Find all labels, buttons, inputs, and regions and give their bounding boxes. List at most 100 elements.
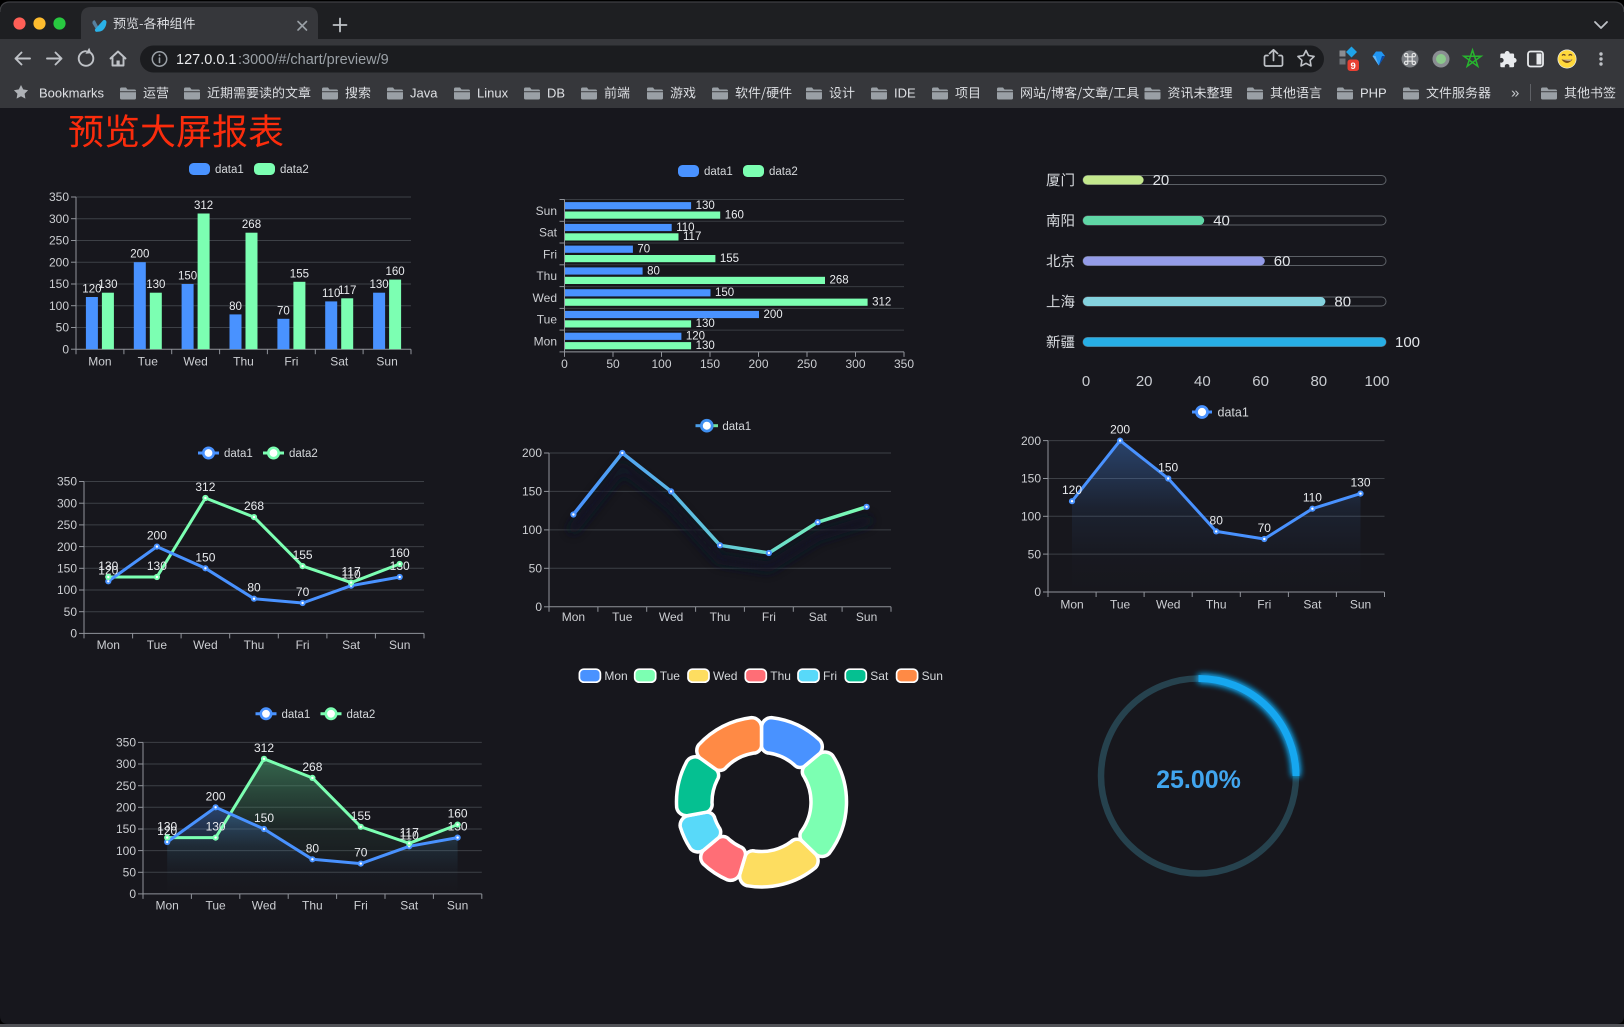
svg-text:Fri: Fri bbox=[296, 638, 310, 652]
svg-text:Bookmarks: Bookmarks bbox=[39, 85, 105, 100]
svg-text:Tue: Tue bbox=[1110, 598, 1131, 612]
svg-text:110: 110 bbox=[400, 828, 419, 842]
svg-text:Sat: Sat bbox=[809, 610, 828, 624]
svg-text:0: 0 bbox=[129, 887, 136, 901]
svg-text:Wed: Wed bbox=[659, 610, 683, 624]
svg-text:130: 130 bbox=[696, 340, 715, 352]
svg-text:Thu: Thu bbox=[233, 355, 254, 369]
svg-text:Sun: Sun bbox=[1350, 598, 1371, 612]
svg-text:200: 200 bbox=[116, 801, 136, 815]
svg-text:Mon: Mon bbox=[562, 610, 585, 624]
svg-text:Sun: Sun bbox=[922, 669, 943, 683]
svg-text:100: 100 bbox=[49, 299, 69, 313]
svg-text:Thu: Thu bbox=[1206, 598, 1227, 612]
svg-text:70: 70 bbox=[277, 305, 290, 317]
svg-text:0: 0 bbox=[1082, 373, 1090, 390]
svg-text:data1: data1 bbox=[722, 421, 751, 433]
svg-text:Sat: Sat bbox=[1303, 598, 1322, 612]
svg-text:120: 120 bbox=[82, 284, 101, 296]
svg-text:0: 0 bbox=[70, 627, 77, 641]
svg-text:150: 150 bbox=[522, 485, 542, 499]
svg-text:Sat: Sat bbox=[400, 899, 419, 913]
svg-text:IDE: IDE bbox=[894, 85, 916, 100]
svg-text:Tue: Tue bbox=[660, 669, 681, 683]
svg-text:150: 150 bbox=[178, 271, 197, 283]
svg-text:70: 70 bbox=[1258, 521, 1272, 535]
svg-text:200: 200 bbox=[57, 540, 77, 554]
svg-text:0: 0 bbox=[1034, 585, 1041, 599]
svg-text:Tue: Tue bbox=[537, 313, 558, 327]
svg-text:50: 50 bbox=[123, 866, 137, 880]
svg-text:25.00%: 25.00% bbox=[1156, 766, 1241, 794]
svg-text:150: 150 bbox=[700, 357, 720, 371]
svg-text:80: 80 bbox=[1334, 294, 1351, 311]
svg-text:350: 350 bbox=[116, 736, 136, 750]
svg-text:312: 312 bbox=[194, 200, 213, 212]
svg-text:200: 200 bbox=[748, 357, 768, 371]
svg-text:DB: DB bbox=[547, 85, 565, 100]
svg-text:Sun: Sun bbox=[536, 204, 557, 218]
svg-text:250: 250 bbox=[49, 234, 69, 248]
svg-text:350: 350 bbox=[894, 357, 914, 371]
svg-text:Fri: Fri bbox=[354, 899, 368, 913]
svg-text:127.0.0.1: 127.0.0.1 bbox=[176, 52, 236, 68]
svg-text:Mon: Mon bbox=[604, 669, 627, 683]
svg-text:150: 150 bbox=[195, 550, 215, 564]
svg-text:110: 110 bbox=[676, 222, 694, 234]
svg-text:155: 155 bbox=[293, 548, 313, 562]
svg-text:Fri: Fri bbox=[823, 669, 837, 683]
svg-text:0: 0 bbox=[62, 342, 69, 356]
svg-text:160: 160 bbox=[725, 209, 744, 221]
svg-text:Thu: Thu bbox=[302, 899, 323, 913]
svg-text:70: 70 bbox=[637, 244, 650, 256]
svg-text:117: 117 bbox=[400, 825, 419, 839]
svg-text:130: 130 bbox=[370, 279, 389, 291]
svg-text:Sun: Sun bbox=[856, 610, 877, 624]
svg-text:Mon: Mon bbox=[1060, 598, 1083, 612]
svg-text:80: 80 bbox=[1310, 373, 1327, 390]
svg-text:data2: data2 bbox=[280, 164, 309, 176]
svg-text:Sun: Sun bbox=[447, 899, 468, 913]
svg-text:160: 160 bbox=[386, 266, 405, 278]
svg-text:20: 20 bbox=[1153, 172, 1170, 189]
svg-text:Thu: Thu bbox=[244, 638, 265, 652]
svg-text:Fri: Fri bbox=[543, 247, 557, 261]
svg-text:200: 200 bbox=[147, 529, 167, 543]
svg-text:150: 150 bbox=[1158, 461, 1178, 475]
svg-text:268: 268 bbox=[242, 219, 261, 231]
svg-text:50: 50 bbox=[1028, 547, 1042, 561]
svg-text:0: 0 bbox=[535, 600, 542, 614]
svg-text:120: 120 bbox=[157, 824, 177, 838]
svg-text:155: 155 bbox=[290, 268, 309, 280]
svg-text:120: 120 bbox=[98, 563, 118, 577]
svg-text:»: » bbox=[1511, 85, 1519, 102]
svg-text:130: 130 bbox=[98, 279, 117, 291]
svg-text:117: 117 bbox=[683, 231, 701, 243]
svg-text:160: 160 bbox=[448, 807, 468, 821]
svg-text:150: 150 bbox=[49, 277, 69, 291]
svg-text:155: 155 bbox=[720, 253, 739, 265]
svg-text:300: 300 bbox=[845, 357, 865, 371]
svg-text:150: 150 bbox=[254, 811, 274, 825]
svg-text::3000/#/chart/preview/9: :3000/#/chart/preview/9 bbox=[238, 52, 389, 68]
svg-text:200: 200 bbox=[522, 446, 542, 460]
svg-text:130: 130 bbox=[147, 559, 167, 573]
svg-text:Thu: Thu bbox=[770, 669, 791, 683]
svg-text:200: 200 bbox=[1110, 423, 1130, 437]
svg-text:200: 200 bbox=[206, 789, 226, 803]
svg-text:268: 268 bbox=[830, 275, 849, 287]
svg-text:350: 350 bbox=[49, 190, 69, 204]
svg-text:268: 268 bbox=[302, 760, 322, 774]
svg-text:160: 160 bbox=[390, 546, 410, 560]
svg-text:Sat: Sat bbox=[330, 355, 349, 369]
svg-text:60: 60 bbox=[1252, 373, 1269, 390]
svg-text:130: 130 bbox=[146, 279, 165, 291]
svg-text:Sat: Sat bbox=[342, 638, 361, 652]
svg-text:80: 80 bbox=[229, 301, 242, 313]
svg-text:100: 100 bbox=[1395, 334, 1420, 351]
svg-text:data2: data2 bbox=[347, 709, 376, 721]
svg-text:110: 110 bbox=[342, 568, 361, 582]
svg-text:Sun: Sun bbox=[376, 355, 397, 369]
svg-text:Linux: Linux bbox=[477, 85, 509, 100]
svg-text:40: 40 bbox=[1213, 213, 1230, 230]
